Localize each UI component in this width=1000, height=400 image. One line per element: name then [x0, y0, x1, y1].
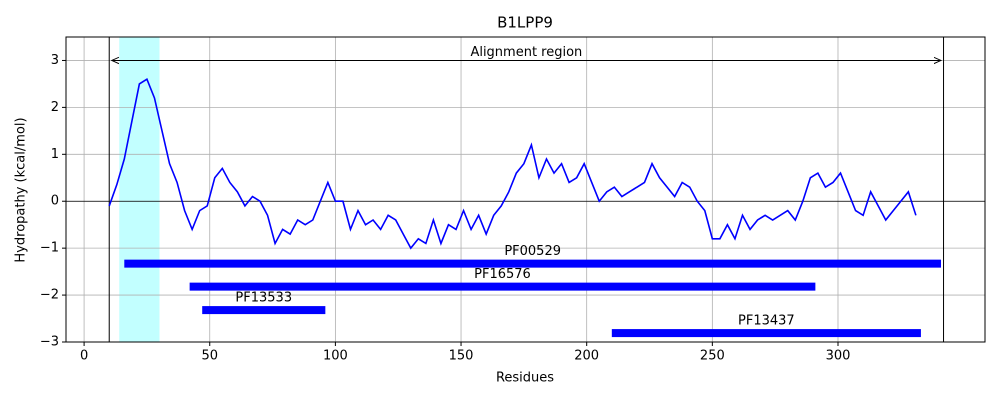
domain-label: PF00529 [504, 244, 561, 259]
plot-frame [65, 36, 986, 343]
domain-bar [124, 259, 942, 268]
domain-bar [611, 329, 921, 338]
y-tick-label: 1 [51, 147, 59, 162]
x-tick-label: 200 [574, 349, 599, 364]
x-tick-label: 250 [700, 349, 725, 364]
domain-bar [202, 306, 326, 315]
hydropathy-line [108, 78, 917, 250]
x-tick-label: 300 [826, 349, 851, 364]
chart-title: B1LPP9 [497, 14, 553, 32]
highlight-span [119, 37, 160, 342]
domain-bar [189, 282, 816, 291]
domain-label: PF13533 [235, 291, 292, 306]
y-tick-label: −2 [40, 288, 59, 303]
domain-label: PF13437 [738, 314, 795, 329]
y-tick-label: 3 [51, 53, 59, 68]
x-tick-label: 0 [80, 349, 88, 364]
y-tick-label: −1 [40, 241, 59, 256]
y-axis-label: Hydropathy (kcal/mol) [14, 117, 29, 262]
domain-label: PF16576 [474, 267, 531, 282]
x-tick-label: 100 [323, 349, 348, 364]
arrow-label: Alignment region [470, 45, 582, 60]
x-tick-label: 50 [201, 349, 218, 364]
x-axis-label: Residues [496, 371, 554, 386]
y-tick-label: 0 [51, 194, 59, 209]
x-tick-label: 150 [449, 349, 474, 364]
y-tick-label: 2 [51, 100, 59, 115]
y-tick-label: −3 [40, 335, 59, 350]
